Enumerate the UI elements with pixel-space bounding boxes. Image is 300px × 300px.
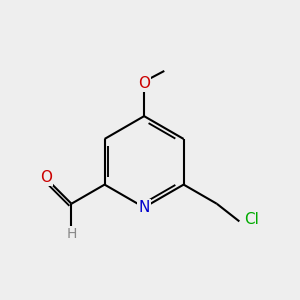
- Text: O: O: [138, 76, 150, 91]
- Text: O: O: [40, 170, 52, 185]
- Text: Cl: Cl: [244, 212, 259, 227]
- Text: N: N: [138, 200, 150, 215]
- Text: H: H: [66, 227, 76, 241]
